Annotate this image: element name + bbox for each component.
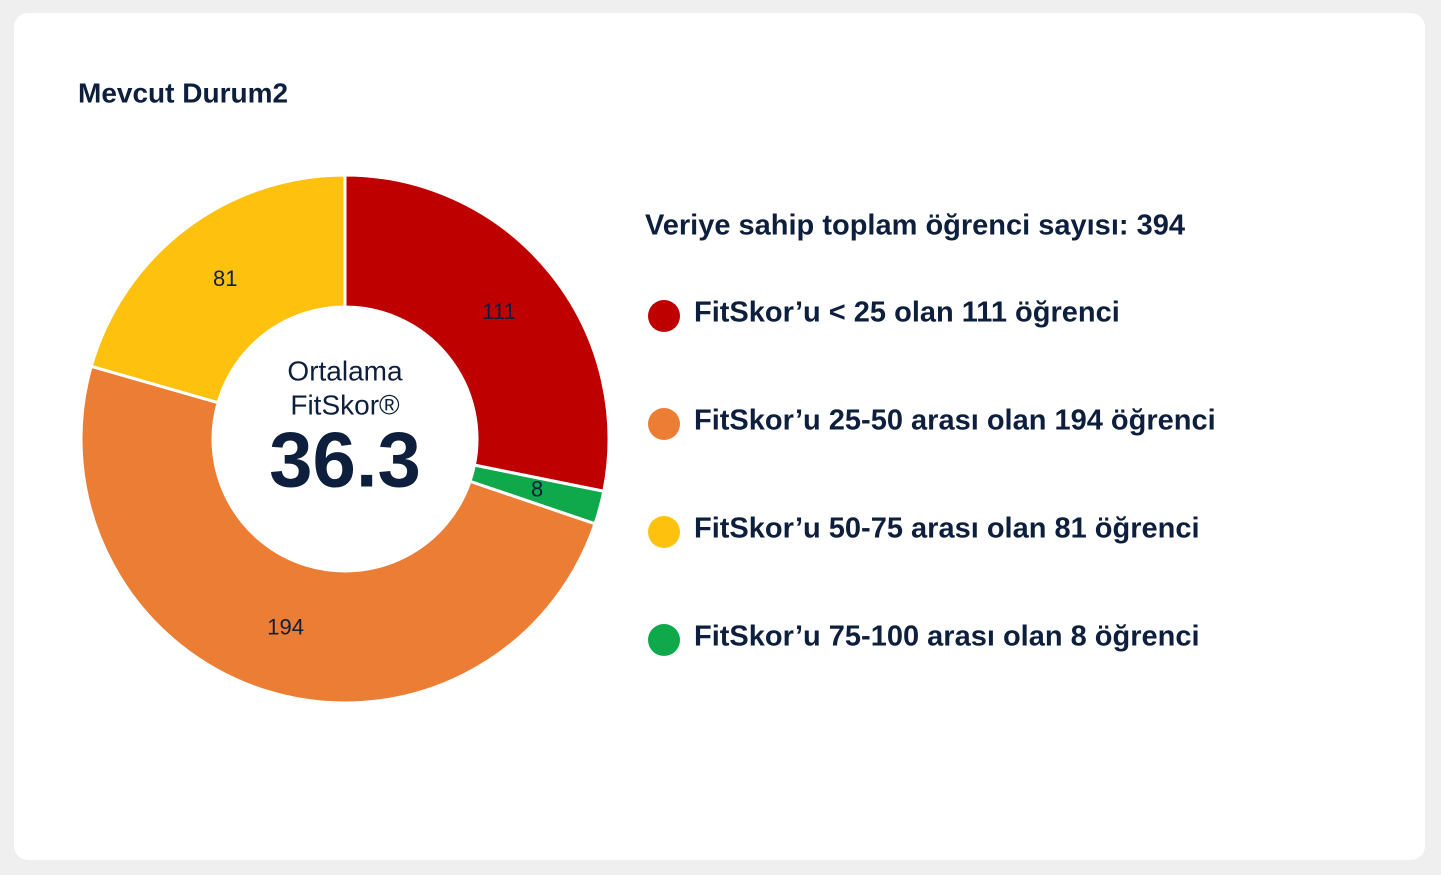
legend-marker (648, 300, 680, 332)
legend-marker (648, 624, 680, 656)
center-label: Ortalama (287, 355, 403, 386)
slice-label: 111 (482, 299, 515, 324)
donut-slice (89, 173, 347, 405)
slice-label: 8 (531, 477, 543, 502)
donut-slice (79, 364, 597, 705)
legend-marker (648, 516, 680, 548)
legend-label: FitSkor’u 75-100 arası olan 8 öğrenci (694, 621, 1200, 653)
slice-label: 194 (267, 615, 304, 640)
chart-title: Mevcut Durum2 (78, 77, 288, 108)
legend-label: FitSkor’u 25-50 arası olan 194 öğrenci (694, 405, 1216, 437)
card (14, 13, 1425, 860)
slice-label: 81 (213, 266, 237, 291)
center-label: FitSkor® (290, 389, 400, 420)
legend-marker (648, 408, 680, 440)
donut-slice (343, 173, 611, 494)
legend-label: FitSkor’u 50-75 arası olan 81 öğrenci (694, 513, 1200, 545)
center-value: 36.3 (269, 416, 421, 504)
total-label: Veriye sahip toplam öğrenci sayısı: 394 (645, 210, 1185, 242)
legend-label: FitSkor’u < 25 olan 111 öğrenci (694, 297, 1120, 329)
